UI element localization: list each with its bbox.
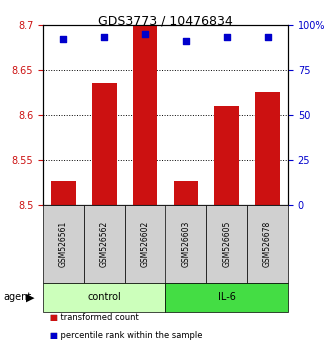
- Bar: [255, 92, 280, 205]
- Bar: [174, 181, 198, 205]
- Point: [61, 36, 66, 42]
- Text: GSM526561: GSM526561: [59, 221, 68, 267]
- Text: GSM526603: GSM526603: [181, 221, 190, 268]
- Bar: [214, 106, 239, 205]
- Text: ■: ■: [50, 313, 58, 322]
- Point: [265, 35, 270, 40]
- Text: GSM526605: GSM526605: [222, 221, 231, 268]
- Bar: [133, 25, 157, 205]
- Point: [183, 38, 189, 44]
- Text: GDS3773 / 10476834: GDS3773 / 10476834: [98, 14, 233, 27]
- Text: ▶: ▶: [25, 292, 34, 302]
- Text: control: control: [87, 292, 121, 302]
- Text: ■ transformed count: ■ transformed count: [50, 313, 138, 322]
- Bar: [51, 181, 76, 205]
- Text: GSM526602: GSM526602: [141, 221, 150, 267]
- Text: GSM526678: GSM526678: [263, 221, 272, 267]
- Text: GSM526562: GSM526562: [100, 221, 109, 267]
- Bar: [92, 84, 117, 205]
- Point: [102, 35, 107, 40]
- Point: [224, 35, 229, 40]
- Text: agent: agent: [3, 292, 31, 302]
- Point: [142, 31, 148, 36]
- Text: ■ percentile rank within the sample: ■ percentile rank within the sample: [50, 331, 202, 340]
- Text: ■: ■: [50, 331, 58, 340]
- Text: IL-6: IL-6: [218, 292, 236, 302]
